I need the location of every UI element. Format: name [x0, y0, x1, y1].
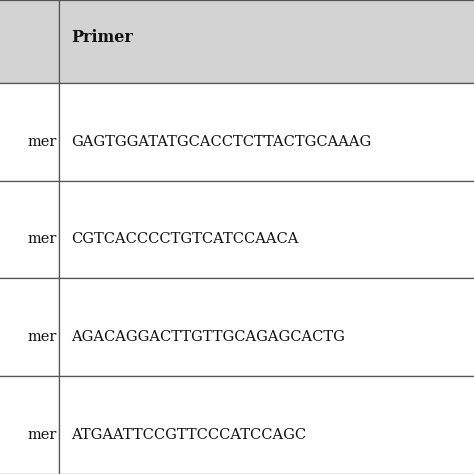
Text: Primer: Primer: [71, 29, 133, 46]
Text: mer: mer: [27, 232, 57, 246]
Bar: [59, 279, 474, 376]
Bar: [59, 0, 474, 83]
Text: AGACAGGACTTGTTGCAGAGCACTG: AGACAGGACTTGTTGCAGAGCACTG: [71, 330, 345, 344]
Bar: [0, 181, 59, 279]
Text: mer: mer: [27, 135, 57, 149]
Bar: [59, 83, 474, 181]
Text: mer: mer: [27, 330, 57, 344]
Bar: [59, 376, 474, 474]
Bar: [0, 83, 59, 181]
Text: CGTCACCCCTGTCATCCAACA: CGTCACCCCTGTCATCCAACA: [71, 232, 299, 246]
Text: ATGAATTCCGTTCCCATCCAGC: ATGAATTCCGTTCCCATCCAGC: [71, 428, 306, 442]
Bar: [59, 181, 474, 279]
Text: mer: mer: [27, 428, 57, 442]
Bar: [0, 0, 59, 83]
Bar: [0, 376, 59, 474]
Bar: [0, 279, 59, 376]
Text: GAGTGGATATGCACCTCTTACTGCAAAG: GAGTGGATATGCACCTCTTACTGCAAAG: [71, 135, 371, 149]
